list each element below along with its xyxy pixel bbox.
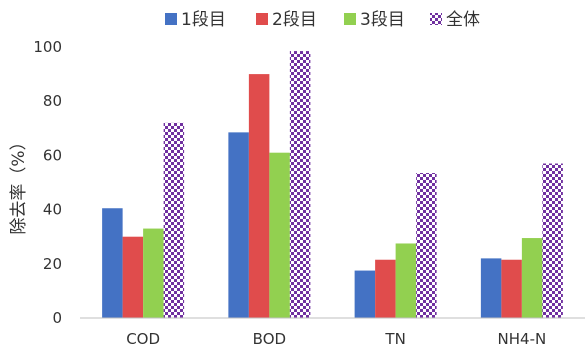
y-tick-label: 100 bbox=[33, 38, 62, 56]
bar-tn-2 bbox=[375, 259, 396, 318]
y-tick-label: 20 bbox=[43, 255, 62, 273]
bar-bod-1 bbox=[228, 132, 249, 318]
legend-swatch bbox=[165, 13, 177, 25]
bar-nh4-n-3 bbox=[521, 238, 543, 318]
bars bbox=[102, 51, 563, 318]
x-axis-categories: COD BOD TN NH4-N bbox=[126, 330, 546, 348]
bar-cod-2 bbox=[122, 236, 144, 318]
legend-swatch bbox=[344, 13, 356, 25]
legend-swatch bbox=[256, 13, 268, 25]
bar-cod-3 bbox=[143, 228, 164, 318]
bar-tn-4 bbox=[416, 173, 437, 318]
y-tick-label: 80 bbox=[43, 92, 62, 110]
y-axis-ticks: 0 20 40 60 80 100 bbox=[33, 38, 62, 327]
legend-swatch bbox=[430, 13, 442, 25]
bar-cod-1 bbox=[102, 208, 123, 318]
legend: 1段目 2段目 3段目 全体 bbox=[165, 10, 480, 30]
x-category-label: BOD bbox=[253, 330, 286, 348]
bar-bod-2 bbox=[248, 74, 270, 318]
x-category-label: COD bbox=[126, 330, 160, 348]
bar-nh4-n-2 bbox=[501, 259, 522, 318]
y-tick-label: 0 bbox=[52, 309, 62, 327]
bar-tn-1 bbox=[354, 270, 376, 318]
bar-tn-3 bbox=[395, 243, 417, 318]
bar-cod-4 bbox=[163, 122, 185, 318]
bar-bod-4 bbox=[289, 51, 311, 318]
legend-label: 全体 bbox=[446, 10, 480, 30]
x-category-label: NH4-N bbox=[498, 330, 547, 348]
y-tick-label: 60 bbox=[43, 146, 62, 164]
y-tick-label: 40 bbox=[43, 201, 62, 219]
bar-nh4-n-1 bbox=[480, 258, 502, 318]
bar-nh4-n-4 bbox=[542, 163, 563, 318]
legend-label: 3段目 bbox=[360, 10, 405, 30]
legend-label: 1段目 bbox=[181, 10, 226, 30]
bar-bod-3 bbox=[269, 152, 290, 318]
legend-label: 2段目 bbox=[272, 10, 317, 30]
x-category-label: TN bbox=[384, 330, 405, 348]
y-axis-label: 除去率（%） bbox=[9, 133, 29, 234]
